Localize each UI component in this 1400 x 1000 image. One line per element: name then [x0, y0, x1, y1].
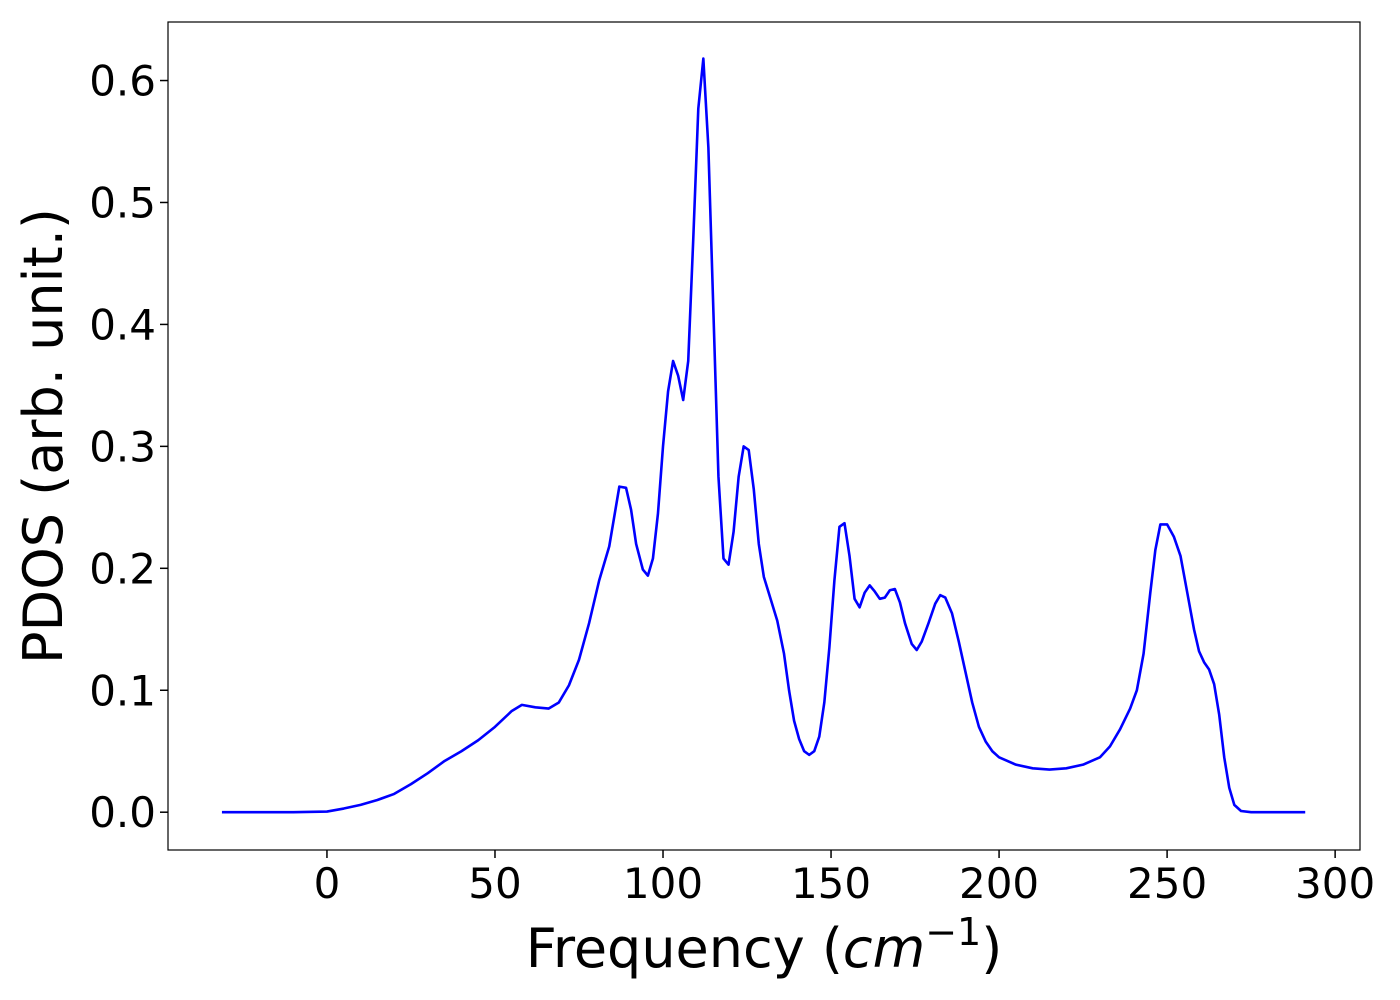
y-tick-label: 0.4 — [89, 300, 156, 349]
x-tick-label: 300 — [1295, 859, 1375, 908]
x-label-math: cm — [843, 917, 925, 980]
y-tick-label: 0.6 — [89, 57, 156, 106]
x-label-close: ) — [981, 917, 1002, 980]
x-axis-label: Frequency (cm−1) — [526, 910, 1003, 980]
y-tick-label: 0.1 — [89, 666, 156, 715]
data-line — [221, 57, 1306, 814]
x-tick-label: 100 — [623, 859, 703, 908]
y-tick-label: 0.2 — [89, 544, 156, 593]
plot-frame — [167, 21, 1361, 851]
y-tick-label: 0.0 — [89, 788, 156, 837]
x-tick-label: 200 — [959, 859, 1039, 908]
y-tick-label: 0.5 — [89, 178, 156, 227]
x-tick-label: 250 — [1127, 859, 1207, 908]
y-axis-label: PDOS (arb. unit.) — [12, 208, 75, 664]
x-tick-label: 150 — [791, 859, 871, 908]
x-tick-label: 0 — [314, 859, 341, 908]
y-tick-label: 0.3 — [89, 422, 156, 471]
x-tick-label: 50 — [468, 859, 521, 908]
x-label-sup: −1 — [925, 910, 981, 954]
x-label-text: Frequency ( — [526, 917, 843, 980]
